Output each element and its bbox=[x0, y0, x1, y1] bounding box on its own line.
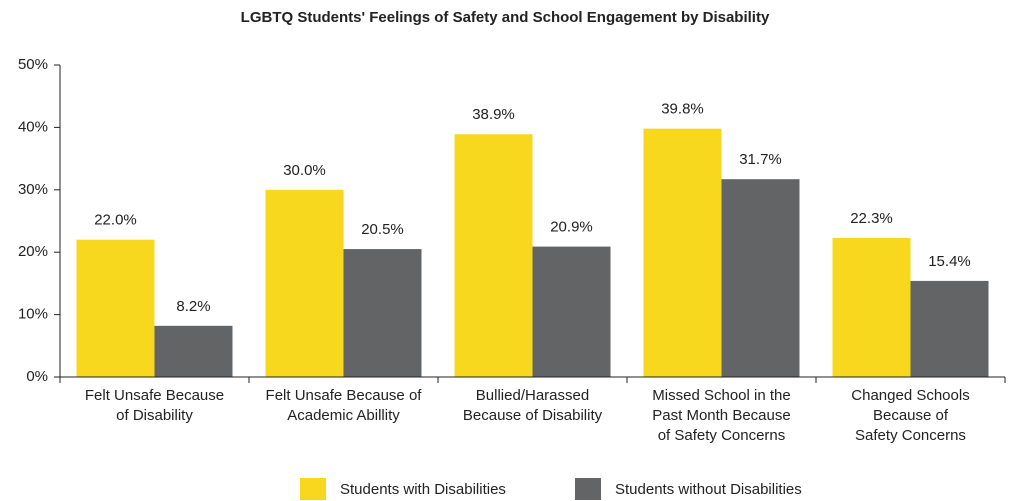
value-label: 39.8% bbox=[661, 101, 704, 118]
value-label: 22.0% bbox=[94, 212, 137, 229]
chart-title: LGBTQ Students' Feelings of Safety and S… bbox=[241, 9, 770, 26]
bar bbox=[721, 179, 800, 377]
y-tick-label: 30% bbox=[18, 181, 48, 198]
value-label: 20.5% bbox=[361, 221, 404, 238]
value-label: 31.7% bbox=[739, 151, 782, 168]
value-label: 8.2% bbox=[176, 298, 210, 315]
legend-swatch bbox=[300, 478, 326, 500]
value-label: 30.0% bbox=[283, 162, 326, 179]
y-tick-label: 20% bbox=[18, 243, 48, 260]
bar bbox=[532, 246, 611, 377]
y-tick-label: 50% bbox=[18, 56, 48, 73]
y-tick-label: 10% bbox=[18, 306, 48, 323]
bar bbox=[154, 325, 233, 377]
x-tick-label: Changed Schools Because of Safety Concer… bbox=[851, 387, 970, 444]
bar bbox=[343, 249, 422, 377]
value-label: 15.4% bbox=[928, 253, 971, 270]
legend-label: Students without Disabilities bbox=[615, 481, 802, 498]
y-tick-label: 40% bbox=[18, 118, 48, 135]
bar bbox=[454, 134, 533, 377]
bar bbox=[265, 189, 344, 377]
value-label: 20.9% bbox=[550, 219, 593, 236]
bar bbox=[643, 128, 722, 377]
x-tick-label: Felt Unsafe Because of Academic Abillity bbox=[265, 387, 422, 424]
value-label: 38.9% bbox=[472, 106, 515, 123]
x-tick-label: Missed School in the Past Month Because … bbox=[652, 387, 791, 444]
x-tick-label: Bullied/Harassed Because of Disability bbox=[462, 387, 603, 424]
legend-swatch bbox=[575, 478, 601, 500]
bar bbox=[910, 280, 989, 377]
y-tick-label: 0% bbox=[26, 368, 48, 385]
x-tick-label: Felt Unsafe Because of Disability bbox=[84, 387, 225, 424]
value-label: 22.3% bbox=[850, 210, 893, 227]
bar bbox=[832, 237, 911, 377]
legend-label: Students with Disabilities bbox=[340, 481, 506, 498]
bar bbox=[76, 239, 155, 377]
